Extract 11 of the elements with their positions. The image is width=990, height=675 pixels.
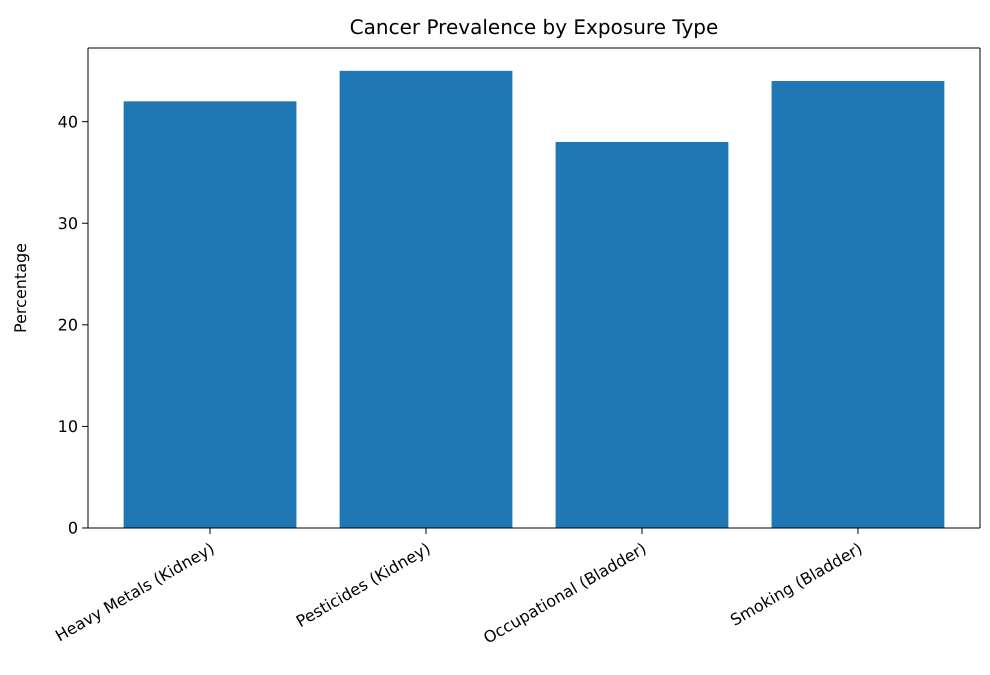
bar (556, 142, 728, 528)
bar (772, 81, 944, 528)
y-tick-label: 40 (58, 112, 78, 132)
y-tick-label: 30 (58, 214, 78, 233)
chart-title: Cancer Prevalence by Exposure Type (350, 15, 718, 39)
bar (124, 101, 296, 528)
y-tick-label: 10 (58, 417, 78, 436)
y-tick-label: 20 (58, 315, 78, 334)
y-axis-title: Percentage (11, 242, 30, 334)
y-tick-label: 0 (68, 518, 78, 538)
bar (340, 70, 512, 528)
